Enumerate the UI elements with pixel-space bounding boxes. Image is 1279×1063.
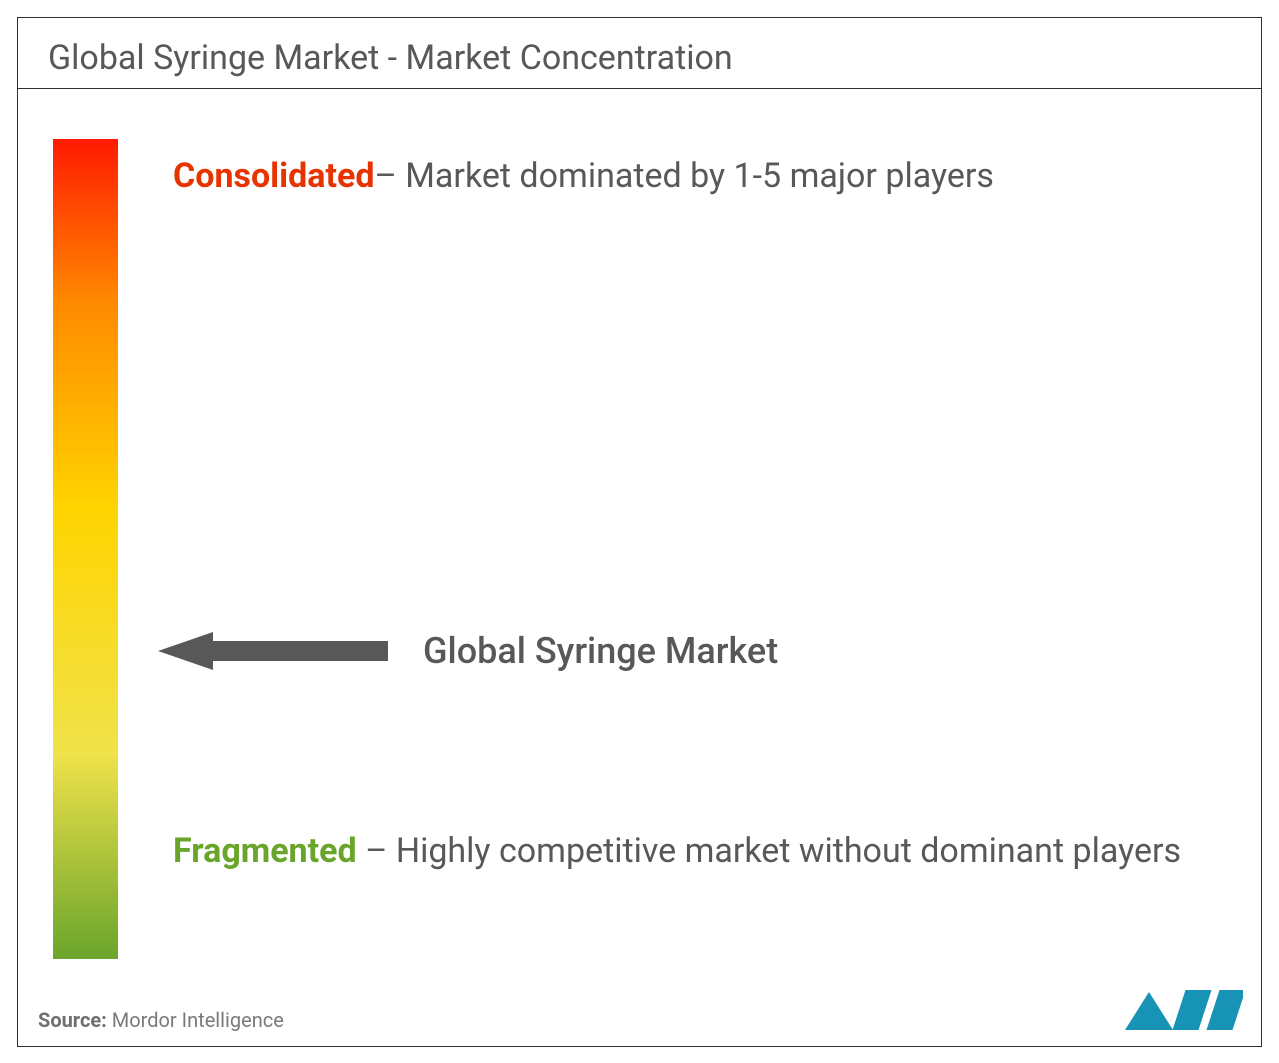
- content-area: Consolidated– Market dominated by 1-5 ma…: [18, 89, 1261, 1046]
- fragmented-rest: – Highly competitive market without domi…: [357, 831, 1181, 871]
- source-prefix: Source:: [38, 1008, 107, 1032]
- market-name-label: Global Syringe Market: [423, 630, 778, 672]
- consolidated-label: Consolidated– Market dominated by 1-5 ma…: [173, 144, 1201, 209]
- source-name: Mordor Intelligence: [112, 1008, 284, 1032]
- market-position-marker: Global Syringe Market: [158, 629, 778, 673]
- infographic-card: Global Syringe Market - Market Concentra…: [17, 17, 1262, 1047]
- fragmented-bold: Fragmented: [173, 831, 357, 871]
- chart-title: Global Syringe Market - Market Concentra…: [18, 18, 1261, 89]
- fragmented-label: Fragmented – Highly competitive market w…: [173, 819, 1201, 884]
- mordor-logo-icon: [1123, 980, 1243, 1034]
- consolidated-bold: Consolidated: [173, 156, 375, 196]
- arrow-left-icon: [158, 629, 388, 673]
- consolidated-rest: – Market dominated by 1-5 major players: [375, 156, 994, 196]
- concentration-gradient-bar: [53, 139, 118, 959]
- source-attribution: Source: Mordor Intelligence: [38, 1008, 284, 1032]
